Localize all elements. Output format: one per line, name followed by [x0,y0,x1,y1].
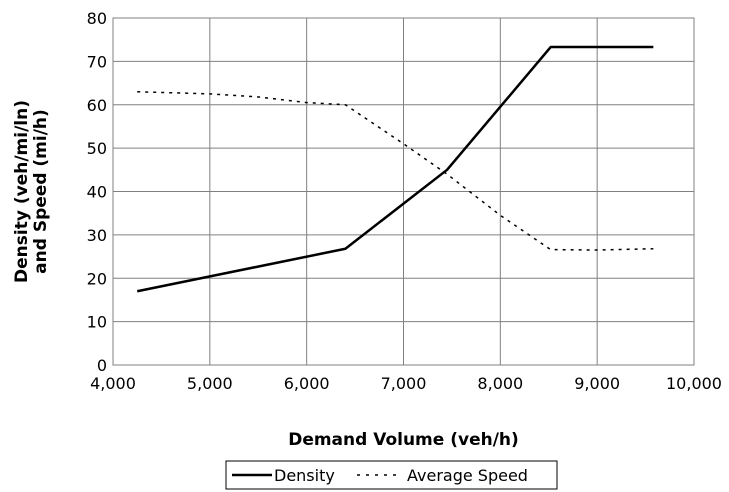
x-axis-tick-labels: 4,000 5,000 6,000 7,000 8,000 9,000 10,000 [90,374,722,393]
grid-lines [112,17,695,366]
y-tick-label: 60 [87,96,107,115]
x-axis-title: Demand Volume (veh/h) [288,430,519,450]
x-tick-label: 5,000 [187,374,233,393]
x-tick-label: 4,000 [90,374,136,393]
y-tick-label: 20 [87,269,107,288]
plot-area-frame [112,17,695,366]
x-tick-label: 9,000 [574,374,620,393]
series-layer [136,45,654,293]
x-tick-label: 10,000 [666,374,722,393]
y-tick-label: 40 [87,183,107,202]
y-tick-label: 10 [87,313,107,332]
legend-label-average-speed: Average Speed [407,466,528,485]
legend-box [225,460,558,490]
series-line-density [136,45,654,293]
y-axis-title-line2: and Speed (mi/h) [31,109,51,274]
y-tick-label: 70 [87,52,107,71]
y-tick-label: 80 [87,9,107,28]
y-axis-tick-labels: 0 10 20 30 40 50 60 70 80 [87,9,107,375]
legend: Density Average Speed [225,460,558,490]
y-tick-label: 0 [97,356,107,375]
y-axis-title-line1: Density (veh/mi/ln) [12,100,32,283]
x-tick-label: 8,000 [477,374,523,393]
y-tick-label: 50 [87,139,107,158]
y-axis-title: Density (veh/mi/ln) and Speed (mi/h) [12,100,51,283]
y-tick-label: 30 [87,226,107,245]
x-tick-label: 6,000 [284,374,330,393]
legend-label-density: Density [274,466,335,485]
x-tick-label: 7,000 [381,374,427,393]
series-line-average-speed [137,90,654,251]
